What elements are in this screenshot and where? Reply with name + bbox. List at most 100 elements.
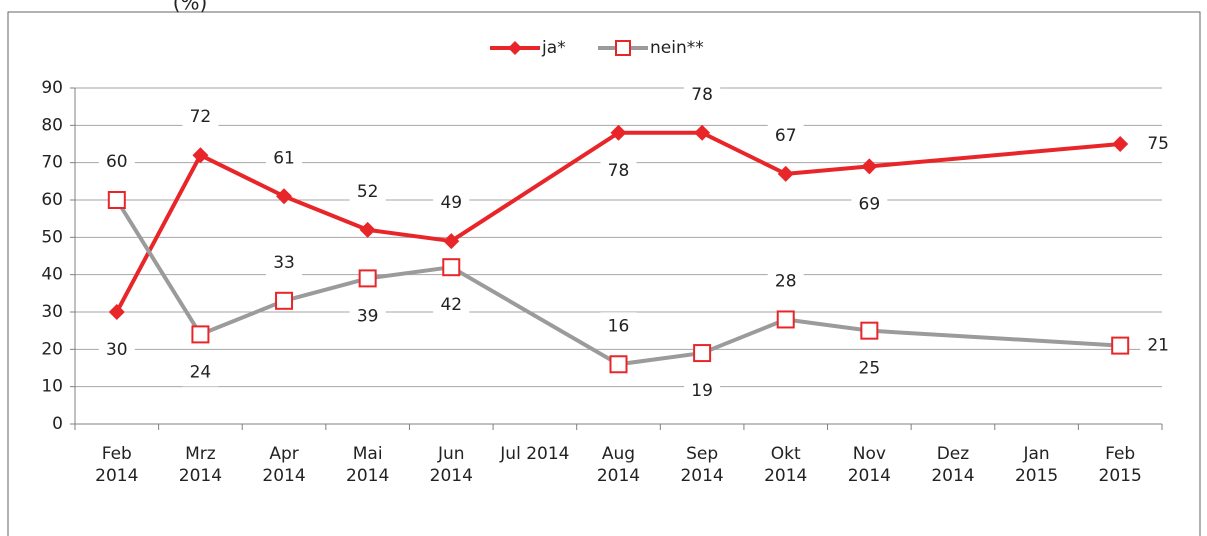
marker bbox=[776, 310, 795, 329]
marker bbox=[693, 344, 712, 363]
line-bridge bbox=[869, 328, 1121, 348]
data-label: 78 bbox=[691, 85, 713, 105]
x-tick-label: Feb 2014 bbox=[95, 444, 138, 486]
data-label-bg bbox=[767, 121, 804, 150]
marker bbox=[777, 165, 794, 182]
data-label: 69 bbox=[859, 194, 881, 214]
x-tick-label-line: 2015 bbox=[1099, 466, 1142, 486]
data-label-bg bbox=[182, 103, 219, 132]
legend-marker bbox=[615, 40, 631, 56]
x-tick-label: Apr 2014 bbox=[262, 444, 305, 486]
marker bbox=[192, 147, 209, 164]
legend-marker bbox=[508, 41, 522, 55]
legend-label: ja* bbox=[541, 38, 566, 58]
x-tick-label-line: Jan bbox=[1022, 444, 1049, 464]
x-tick-label-line: Mai bbox=[353, 444, 383, 464]
data-label: 78 bbox=[608, 161, 630, 181]
data-label-bg bbox=[851, 190, 888, 219]
x-tick-label-line: 2014 bbox=[262, 466, 305, 486]
marker bbox=[191, 325, 210, 344]
legend-label: nein** bbox=[650, 38, 704, 58]
marker bbox=[860, 321, 879, 340]
y-tick-label: 20 bbox=[41, 339, 63, 359]
x-tick-label-line: 2014 bbox=[764, 466, 807, 486]
data-label: 21 bbox=[1147, 336, 1169, 356]
data-label-bg bbox=[349, 177, 386, 206]
x-tick-label: Mrz 2014 bbox=[179, 444, 222, 486]
x-tick-label-line: 2014 bbox=[430, 466, 473, 486]
x-tick-label-line: Feb bbox=[1105, 444, 1135, 464]
data-label: 42 bbox=[440, 295, 462, 315]
marker bbox=[861, 158, 878, 175]
x-tick-label: Dez 2014 bbox=[931, 444, 974, 486]
y-tick-label: 30 bbox=[41, 302, 63, 322]
line-bridge bbox=[869, 142, 1121, 169]
marker bbox=[443, 233, 460, 250]
marker bbox=[358, 269, 377, 288]
marker bbox=[694, 124, 711, 141]
data-label: 72 bbox=[190, 107, 212, 127]
x-tick-label-line: 2014 bbox=[346, 466, 389, 486]
data-label: 25 bbox=[859, 359, 881, 379]
data-label: 49 bbox=[440, 193, 462, 213]
data-label: 75 bbox=[1147, 134, 1169, 154]
marker bbox=[610, 124, 627, 141]
x-tick-label-line: Jul 2014 bbox=[499, 444, 569, 464]
x-tick-label: Nov 2014 bbox=[848, 444, 891, 486]
marker bbox=[276, 188, 293, 205]
data-label: 33 bbox=[273, 253, 295, 273]
data-label-bg bbox=[851, 354, 888, 383]
marker bbox=[609, 355, 628, 374]
y-tick-label: 90 bbox=[41, 78, 63, 98]
data-label-bg bbox=[684, 80, 721, 109]
data-label-bg bbox=[98, 148, 135, 176]
x-tick-label: Aug 2014 bbox=[597, 444, 640, 486]
data-label-bg bbox=[433, 291, 470, 320]
y-tick-label: 60 bbox=[41, 190, 63, 210]
data-label: 19 bbox=[691, 381, 713, 401]
x-tick-label-line: 2014 bbox=[680, 466, 723, 486]
data-label: 67 bbox=[775, 126, 797, 146]
data-label: 52 bbox=[357, 182, 379, 202]
y-tick-label: 80 bbox=[41, 115, 63, 135]
y-tick-label: 50 bbox=[41, 227, 63, 247]
chart-frame bbox=[7, 11, 1201, 536]
y-tick-label: 10 bbox=[41, 377, 63, 397]
y-tick-label: 40 bbox=[41, 265, 63, 285]
x-tick-label-line: 2014 bbox=[848, 466, 891, 486]
marker bbox=[108, 304, 125, 320]
x-tick-label-line: Sep bbox=[686, 444, 718, 464]
x-tick-label: Okt 2014 bbox=[764, 444, 807, 486]
marker bbox=[1112, 136, 1129, 152]
marker bbox=[107, 191, 126, 209]
x-tick-label-line: Jun bbox=[437, 444, 465, 464]
marker bbox=[1111, 336, 1130, 355]
marker bbox=[442, 258, 461, 277]
data-label-bg bbox=[266, 144, 303, 173]
data-label-bg bbox=[349, 302, 386, 331]
data-label-bg bbox=[1140, 331, 1177, 360]
x-tick-label-line: Apr bbox=[269, 444, 298, 464]
x-tick-label-line: 2014 bbox=[95, 466, 138, 486]
data-label-bg bbox=[266, 248, 303, 277]
marker bbox=[275, 291, 294, 310]
x-tick-label-line: 2014 bbox=[931, 466, 974, 486]
data-label: 30 bbox=[106, 340, 128, 360]
data-label: 28 bbox=[775, 271, 797, 291]
data-label-bg bbox=[1140, 130, 1177, 158]
x-tick-label: Mai 2014 bbox=[346, 444, 389, 486]
data-label: 39 bbox=[357, 306, 379, 326]
x-tick-label: Jun 2014 bbox=[430, 444, 473, 486]
data-label-bg bbox=[767, 267, 804, 296]
line-bridge bbox=[450, 131, 620, 243]
x-tick-label-line: Feb bbox=[102, 444, 132, 464]
data-label-bg bbox=[684, 377, 721, 406]
data-label-bg bbox=[182, 358, 219, 387]
x-tick-label-line: Nov bbox=[853, 444, 886, 464]
x-tick-label-line: Okt bbox=[771, 444, 801, 464]
data-label-bg bbox=[600, 156, 637, 185]
y-tick-label: 70 bbox=[41, 153, 63, 173]
x-tick-label-line: Dez bbox=[937, 444, 970, 464]
x-tick-label: Jan 2015 bbox=[1015, 444, 1058, 486]
